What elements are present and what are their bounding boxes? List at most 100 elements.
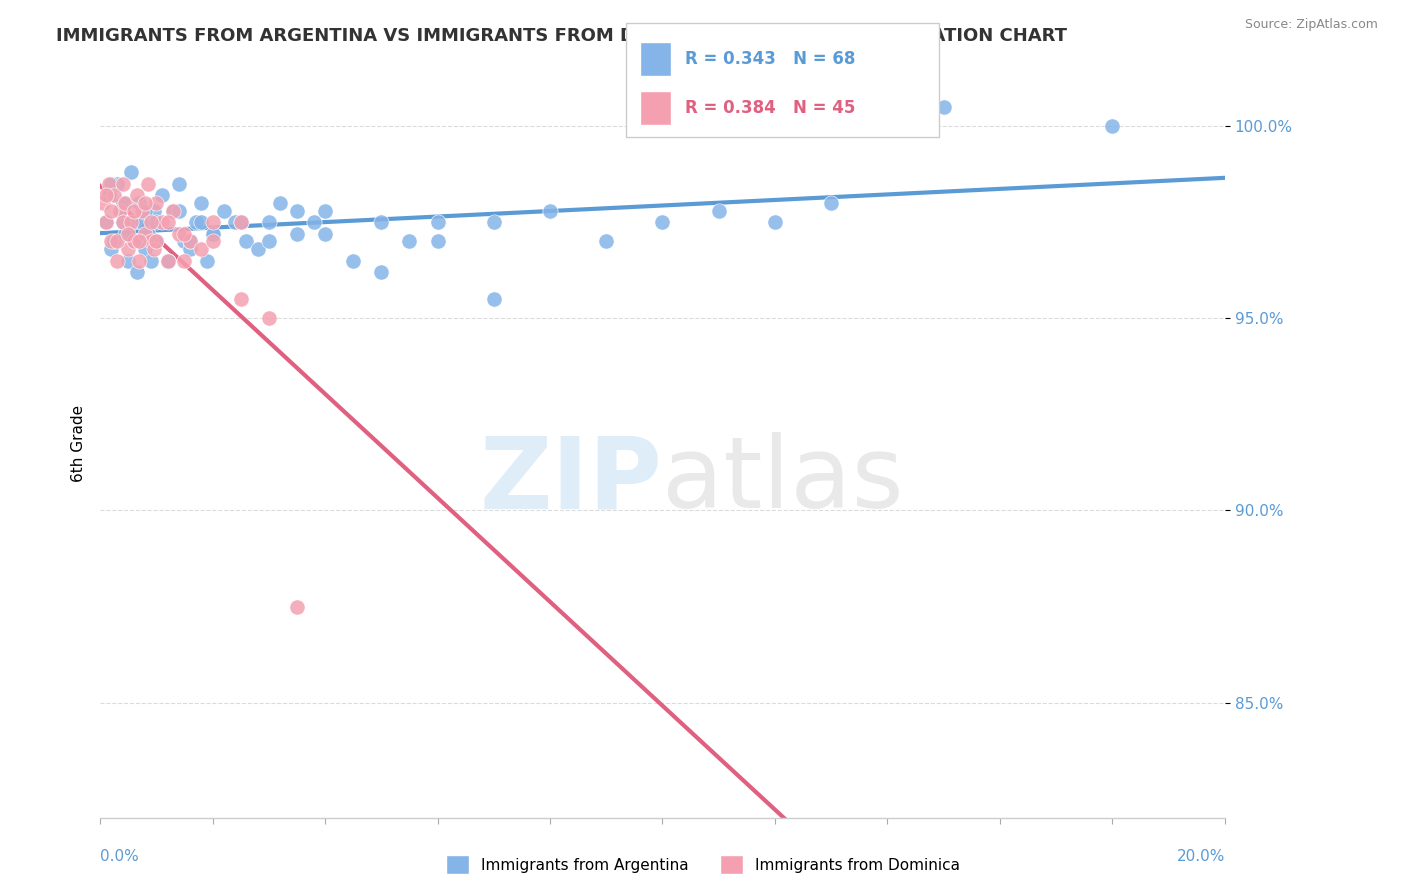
Point [179, 242, 201, 256]
Point [142, 242, 165, 256]
Point [136, 177, 159, 191]
Text: R = 0.343   N = 68: R = 0.343 N = 68 [685, 50, 855, 68]
Point [314, 227, 336, 241]
Point [125, 188, 148, 202]
Text: 20.0%: 20.0% [1177, 849, 1225, 864]
Point [269, 196, 291, 211]
Point [190, 242, 212, 256]
Point [103, 235, 125, 249]
Text: atlas: atlas [662, 433, 904, 529]
Point [224, 215, 246, 229]
Point [370, 265, 392, 279]
Point [173, 235, 195, 249]
Point [128, 253, 150, 268]
Point [108, 203, 131, 218]
Point [156, 253, 179, 268]
Point [150, 215, 173, 229]
Point [314, 203, 336, 218]
Point [114, 196, 136, 211]
Point [125, 265, 148, 279]
Point [195, 253, 218, 268]
Point [763, 215, 786, 229]
Point [122, 235, 145, 249]
Point [201, 227, 224, 241]
Point [105, 235, 128, 249]
Point [190, 215, 212, 229]
Point [145, 235, 167, 249]
Point [94, 215, 117, 229]
Point [100, 203, 122, 218]
Point [246, 242, 269, 256]
Point [651, 215, 673, 229]
Point [111, 177, 134, 191]
Point [707, 203, 730, 218]
Point [120, 215, 142, 229]
Point [285, 599, 308, 614]
Point [100, 235, 122, 249]
Point [173, 253, 195, 268]
Point [134, 227, 156, 241]
Point [184, 215, 207, 229]
Point [1101, 119, 1123, 133]
Point [235, 235, 257, 249]
Point [94, 215, 117, 229]
Point [229, 215, 252, 229]
Text: Source: ZipAtlas.com: Source: ZipAtlas.com [1244, 18, 1378, 31]
Point [212, 203, 235, 218]
Point [285, 203, 308, 218]
Point [128, 196, 150, 211]
Point [97, 188, 120, 202]
Point [370, 215, 392, 229]
Point [285, 227, 308, 241]
Point [139, 235, 162, 249]
Point [167, 177, 190, 191]
Point [122, 235, 145, 249]
Point [122, 203, 145, 218]
Point [145, 196, 167, 211]
Point [100, 177, 122, 191]
Point [131, 203, 153, 218]
Point [167, 227, 190, 241]
Point [426, 215, 449, 229]
Point [150, 188, 173, 202]
Point [103, 188, 125, 202]
Point [142, 203, 165, 218]
Point [105, 177, 128, 191]
Point [136, 227, 159, 241]
Point [111, 215, 134, 229]
Point [156, 215, 179, 229]
Point [111, 196, 134, 211]
Point [820, 196, 842, 211]
Point [117, 253, 139, 268]
Point [179, 235, 201, 249]
Point [538, 203, 561, 218]
Point [426, 235, 449, 249]
Point [179, 235, 201, 249]
Point [229, 215, 252, 229]
Point [111, 215, 134, 229]
Point [97, 177, 120, 191]
Point [131, 215, 153, 229]
Point [134, 242, 156, 256]
Point [156, 253, 179, 268]
Point [595, 235, 617, 249]
Point [100, 242, 122, 256]
Point [201, 215, 224, 229]
Y-axis label: 6th Grade: 6th Grade [72, 405, 86, 482]
Point [139, 253, 162, 268]
Point [128, 235, 150, 249]
Point [482, 215, 505, 229]
Point [257, 311, 280, 326]
Point [482, 292, 505, 306]
Point [94, 188, 117, 202]
Point [156, 253, 179, 268]
Point [108, 203, 131, 218]
Point [122, 215, 145, 229]
Point [120, 165, 142, 179]
Point [117, 242, 139, 256]
Point [342, 253, 364, 268]
Point [257, 215, 280, 229]
Point [145, 215, 167, 229]
Point [167, 203, 190, 218]
Point [139, 215, 162, 229]
